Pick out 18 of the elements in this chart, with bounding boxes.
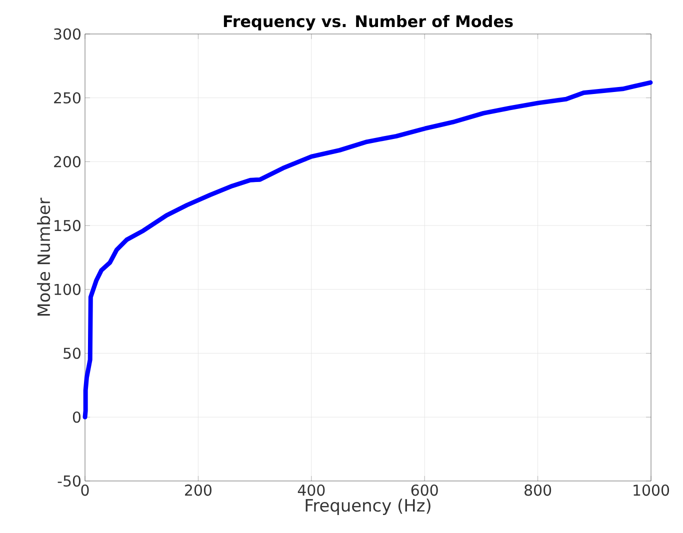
y-tick-label: 200 <box>54 156 80 168</box>
y-tick-label: 150 <box>54 220 80 232</box>
y-tick-label: 250 <box>54 92 80 104</box>
y-tick-label: 50 <box>64 348 80 359</box>
x-axis-title: Frequency (Hz) <box>306 498 430 516</box>
y-tick-label: -50 <box>58 475 80 487</box>
x-tick-label: 800 <box>524 484 552 496</box>
y-tick-label: 0 <box>72 411 80 423</box>
x-tick-label: 200 <box>185 484 212 496</box>
x-tick-label: 1000 <box>634 484 670 496</box>
x-tick-label: 600 <box>411 484 438 496</box>
x-tick-label: 400 <box>298 484 325 496</box>
line-series <box>82 80 653 420</box>
y-tick-label: 300 <box>54 28 80 40</box>
y-axis-title: Mode Number <box>37 198 50 316</box>
chart-title: Frequency vs. Number of Modes <box>224 14 513 30</box>
x-tick-label: 0 <box>81 484 89 496</box>
y-tick-label: 100 <box>54 284 80 296</box>
